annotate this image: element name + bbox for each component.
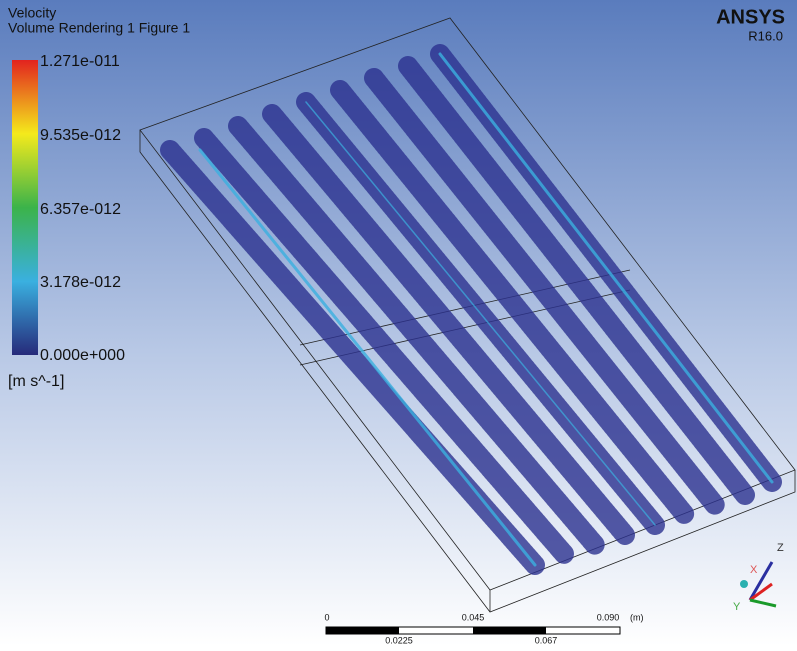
axis-triad — [740, 561, 777, 608]
scale-bar-segment — [326, 627, 399, 634]
tube-core — [438, 52, 774, 484]
scale-label: 0.045 — [462, 612, 485, 622]
scale-bar-segment — [473, 627, 546, 634]
tube-core — [198, 148, 537, 567]
tube — [194, 128, 575, 565]
legend-label: 1.271e-011 — [40, 53, 120, 70]
axis-origin — [740, 580, 748, 588]
axis-y — [749, 598, 777, 608]
logo-version: R16.0 — [748, 28, 783, 43]
scale-label: 0.090 — [597, 612, 620, 622]
axis-x — [749, 582, 773, 602]
logo-name: ANSYS — [716, 6, 785, 28]
scale-bar — [325, 626, 621, 635]
legend-label: 0.000e+000 — [40, 347, 125, 364]
scale-label: 0 — [324, 612, 329, 622]
axis-z — [748, 561, 774, 601]
tube — [228, 116, 605, 555]
tube — [364, 68, 725, 515]
legend-label: 3.178e-012 — [40, 274, 121, 291]
tube — [398, 56, 755, 505]
tube — [262, 104, 635, 545]
axis-label: Y — [733, 601, 741, 613]
axis-label: X — [750, 564, 758, 576]
tubes — [160, 44, 782, 575]
tube-core — [305, 101, 656, 526]
color-bar — [12, 60, 38, 355]
legend-subtitle: Volume Rendering 1 Figure 1 — [8, 20, 190, 36]
legend-label: 9.535e-012 — [40, 127, 121, 144]
axis-label: Z — [777, 542, 784, 554]
legend-title: Velocity — [8, 5, 56, 21]
legend-label: 6.357e-012 — [40, 201, 121, 218]
scale-unit: (m) — [630, 612, 644, 622]
scale-label: 0.067 — [535, 635, 558, 645]
tube — [330, 80, 695, 525]
legend-units: [m s^-1] — [8, 373, 64, 390]
tube — [160, 140, 545, 575]
scale-label: 0.0225 — [385, 635, 413, 645]
